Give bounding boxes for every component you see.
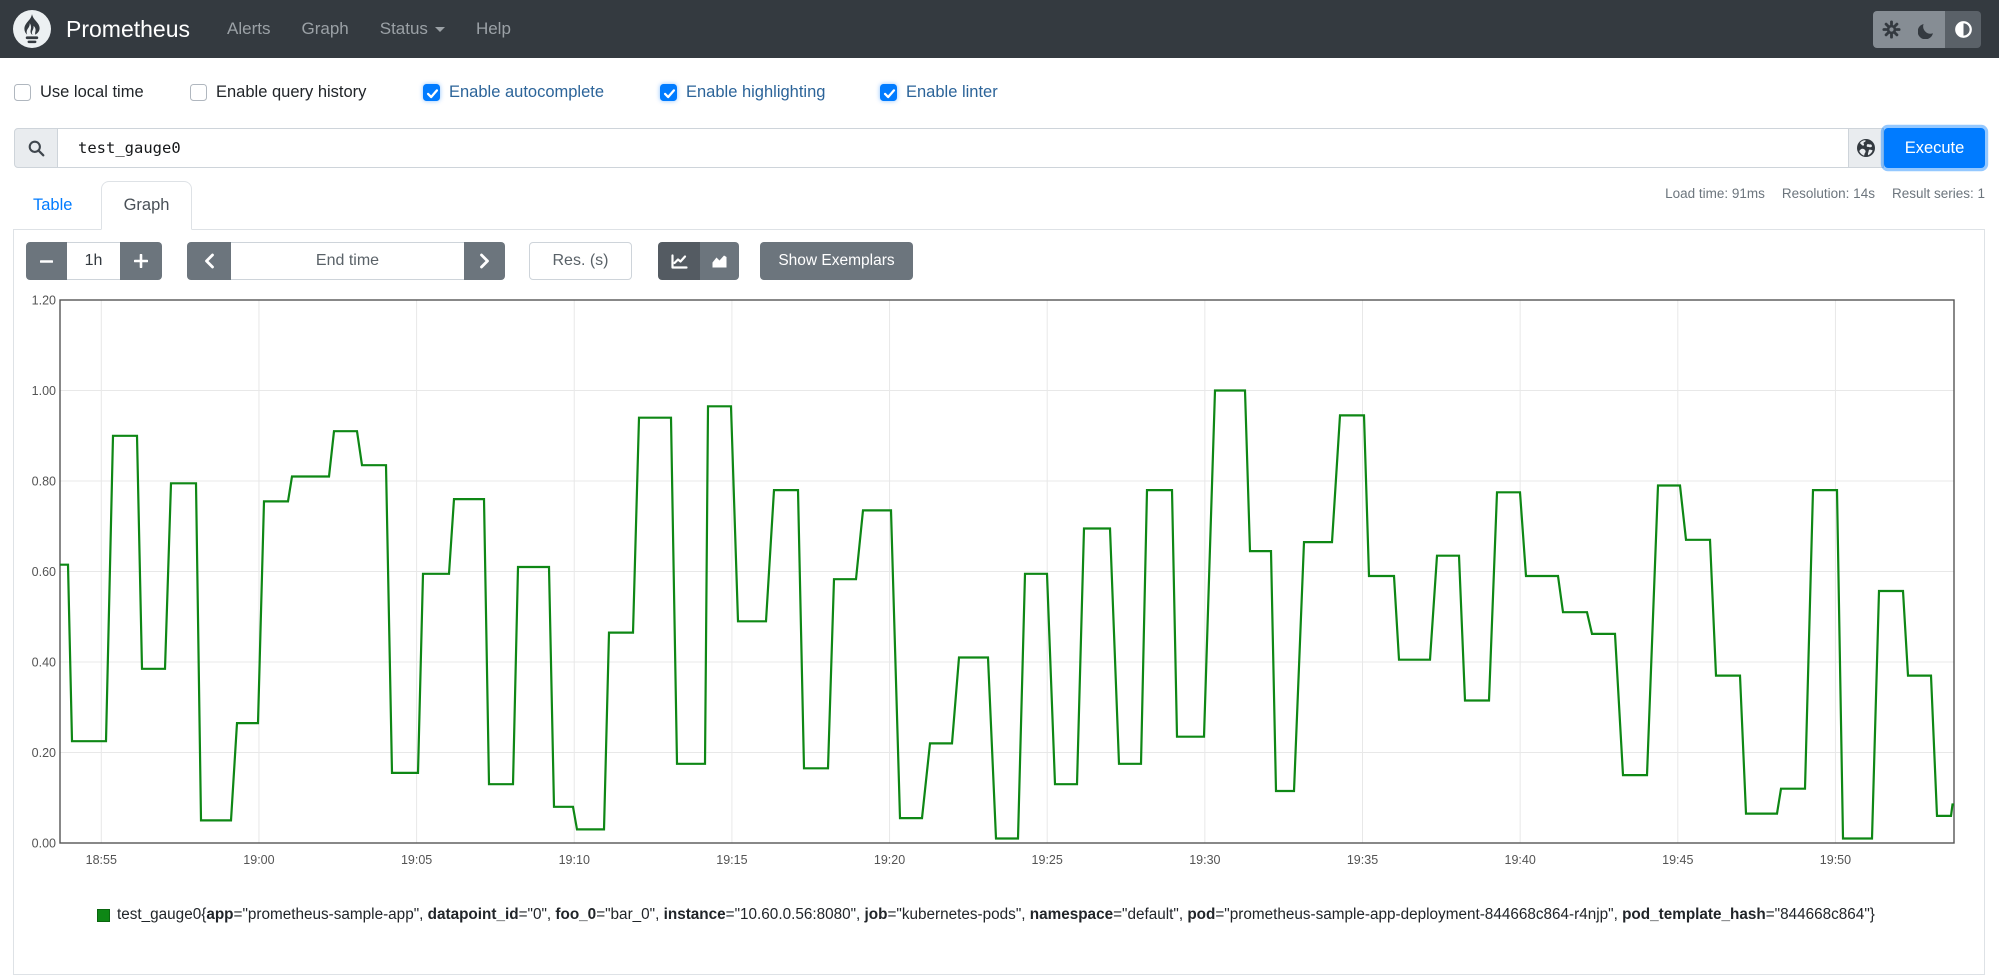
panel-tabs: Table Graph	[13, 181, 1985, 230]
query-stats: Load time: 91ms Resolution: 14s Result ser…	[1648, 186, 1985, 201]
x-tick-label: 19:10	[559, 853, 590, 867]
theme-toggle-group	[1873, 11, 1981, 48]
graph-panel	[13, 230, 1985, 975]
theme-dark-button[interactable]	[1909, 11, 1945, 48]
range-input[interactable]	[67, 242, 120, 280]
brand-prometheus[interactable]: Prometheus	[66, 15, 191, 42]
moon-icon	[1918, 23, 1933, 39]
resolution: Resolution: 14s	[1781, 186, 1875, 201]
x-tick-label: 19:00	[243, 853, 274, 867]
search-addon	[14, 128, 58, 168]
tab-table[interactable]: Table	[33, 196, 73, 214]
x-tick-label: 19:20	[874, 853, 905, 867]
theme-light-button[interactable]	[1873, 11, 1909, 48]
x-tick-label: 19:45	[1662, 853, 1693, 867]
chart-area-icon	[712, 255, 727, 267]
plus-icon	[134, 254, 148, 268]
nav-link-help[interactable]: Help	[475, 19, 511, 38]
result-series: Result series: 1	[1891, 186, 1985, 201]
execute-button[interactable]: Execute	[1884, 128, 1985, 168]
option-enable-query-history[interactable]: Enable query history	[190, 83, 366, 102]
checkbox-use-local-time[interactable]	[14, 84, 31, 101]
checkbox-enable-highlighting[interactable]	[660, 84, 677, 101]
y-tick-label: 1.20	[32, 294, 56, 308]
x-tick-label: 19:05	[401, 853, 432, 867]
option-use-local-time[interactable]: Use local time	[14, 83, 144, 102]
series-line	[60, 389, 1954, 840]
chart-line-icon	[670, 253, 688, 269]
chevron-down-icon	[434, 26, 445, 32]
chevron-right-icon	[480, 253, 489, 269]
time-input-group	[187, 242, 505, 280]
x-tick-label: 19:15	[716, 853, 747, 867]
nav-link-alerts[interactable]: Alerts	[227, 19, 271, 38]
nav-links: Alerts Graph Status Help	[206, 19, 521, 39]
load-time: Load time: 91ms	[1665, 186, 1765, 201]
nav-link-graph[interactable]: Graph	[301, 19, 349, 38]
sun-icon	[1881, 20, 1901, 39]
y-tick-label: 0.20	[32, 746, 56, 760]
search-icon	[28, 140, 44, 156]
plot-border	[59, 299, 1955, 844]
resolution-input[interactable]	[529, 242, 632, 280]
expression-input[interactable]	[58, 128, 1848, 168]
y-tick-label: 0.40	[32, 656, 56, 670]
query-options-row: Use local time Enable query history Enab…	[0, 83, 1999, 103]
time-back-button[interactable]	[187, 242, 231, 280]
legend-swatch	[97, 908, 110, 922]
navbar: Prometheus Alerts Graph Status Help	[0, 0, 1999, 58]
x-tick-label: 19:30	[1189, 853, 1220, 867]
x-tick-label: 19:40	[1505, 853, 1536, 867]
globe-icon	[1857, 139, 1875, 157]
y-tick-label: 0.00	[32, 837, 56, 851]
checkbox-enable-linter[interactable]	[880, 84, 897, 101]
option-enable-autocomplete[interactable]: Enable autocomplete	[423, 83, 604, 102]
metrics-explorer-button[interactable]	[1848, 128, 1884, 168]
range-input-group	[26, 242, 162, 280]
nav-link-status[interactable]: Status	[370, 19, 455, 39]
chart-type-toggle	[658, 242, 739, 280]
minus-icon	[40, 259, 53, 263]
y-tick-label: 0.80	[32, 475, 56, 489]
chevron-left-icon	[204, 253, 214, 269]
stacked-chart-button[interactable]	[700, 242, 739, 280]
graph-chart[interactable]: 0.00 0.20 0.40 0.60 0.80 1.00 1.20 18:55 19:00 19…	[0, 285, 1999, 885]
x-tick-label: 19:50	[1820, 853, 1851, 867]
option-enable-linter[interactable]: Enable linter	[880, 83, 998, 102]
graph-controls: Show Exemplars	[26, 242, 913, 280]
expression-input-group: Execute	[14, 128, 1985, 168]
x-tick-label: 19:25	[1032, 853, 1063, 867]
graph-legend[interactable]: test_gauge0{app="prometheus-sample-app",…	[97, 906, 1875, 924]
x-tick-label: 18:55	[86, 853, 117, 867]
legend-series-label: test_gauge0{app="prometheus-sample-app",…	[117, 906, 1875, 923]
theme-auto-button[interactable]	[1945, 11, 1981, 48]
x-tick-label: 19:35	[1347, 853, 1378, 867]
auto-contrast-icon	[1954, 21, 1972, 38]
checkbox-enable-query-history[interactable]	[190, 84, 207, 101]
line-chart-button[interactable]	[658, 242, 700, 280]
time-forward-button[interactable]	[464, 242, 505, 280]
prometheus-logo-icon	[13, 10, 51, 48]
y-tick-label: 1.00	[32, 384, 56, 398]
show-exemplars-button[interactable]: Show Exemplars	[760, 242, 913, 280]
y-tick-label: 0.60	[32, 565, 56, 579]
tab-graph[interactable]: Graph	[101, 181, 192, 230]
option-enable-highlighting[interactable]: Enable highlighting	[660, 83, 825, 102]
checkbox-enable-autocomplete[interactable]	[423, 84, 440, 101]
increase-range-button[interactable]	[120, 242, 162, 280]
end-time-input[interactable]	[231, 242, 464, 280]
decrease-range-button[interactable]	[26, 242, 67, 280]
